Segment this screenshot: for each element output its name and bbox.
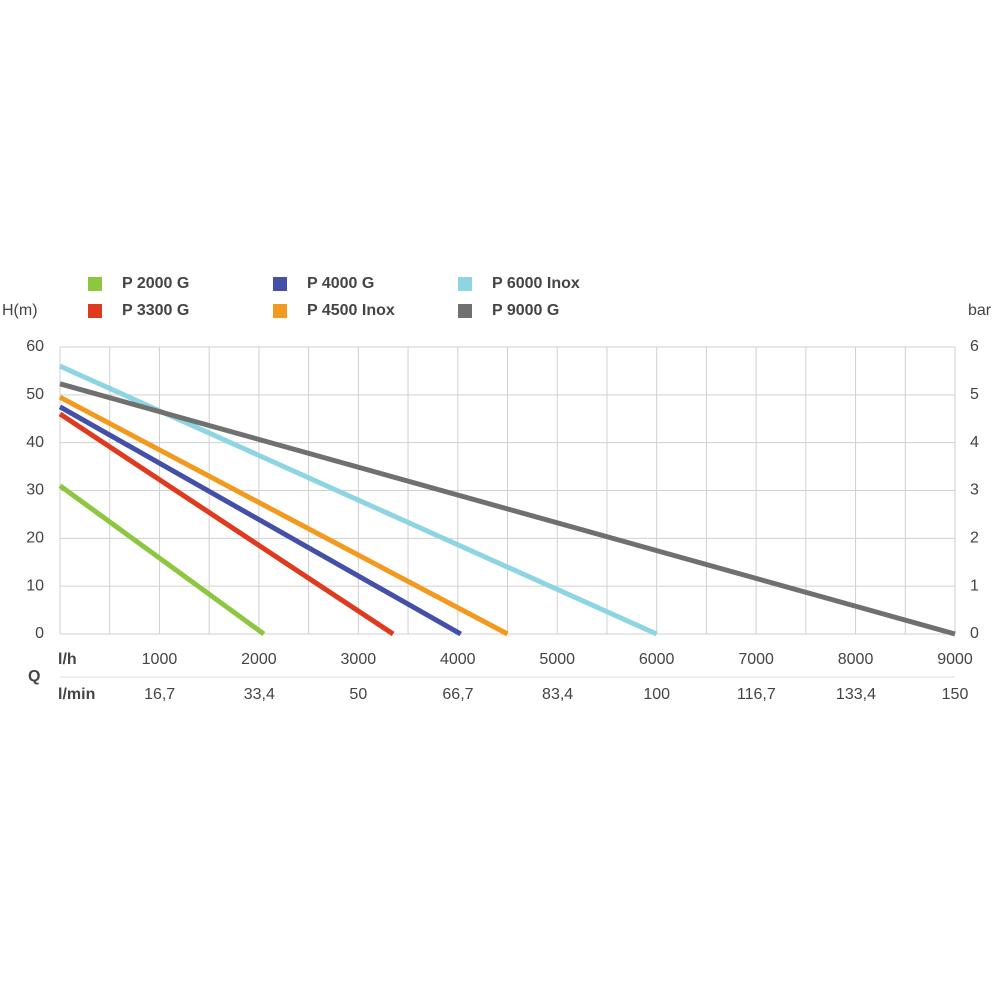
y2-tick-label: 0	[970, 625, 979, 642]
y2-tick-label: 2	[970, 530, 979, 547]
x-tick-label: 3000	[341, 651, 377, 668]
y-tick-label: 40	[26, 434, 44, 451]
x2-tick-label: 116,7	[737, 686, 776, 703]
legend-label: P 4000 G	[307, 275, 374, 292]
q-label: Q	[28, 668, 40, 685]
y2-tick-label: 1	[970, 577, 979, 594]
x-tick-label: 4000	[440, 651, 476, 668]
y2-tick-label: 4	[970, 434, 979, 451]
x-axis-label: l/h	[58, 651, 77, 668]
y-tick-label: 10	[26, 577, 44, 594]
y-axis-label: H(m)	[2, 302, 38, 319]
x2-tick-label: 133,4	[836, 686, 876, 703]
x2-tick-label: 33,4	[244, 686, 275, 703]
legend-label: P 2000 G	[122, 275, 189, 292]
series-line	[59, 381, 956, 637]
legend-swatch	[88, 277, 102, 291]
x-tick-label: 9000	[937, 651, 973, 668]
x2-tick-label: 50	[349, 686, 367, 703]
legend-swatch	[458, 304, 472, 318]
x-tick-label: 1000	[142, 651, 178, 668]
x2-axis-label: l/min	[58, 686, 95, 703]
x2-tick-label: 100	[643, 686, 670, 703]
y2-tick-label: 6	[970, 338, 979, 355]
y-tick-label: 30	[26, 482, 44, 499]
series-line	[58, 395, 509, 637]
x-tick-label: 6000	[639, 651, 675, 668]
series-line	[58, 411, 395, 637]
y-tick-label: 50	[26, 386, 44, 403]
y2-tick-label: 5	[970, 386, 979, 403]
legend-label: P 3300 G	[122, 302, 189, 319]
x2-tick-label: 150	[942, 686, 969, 703]
x-tick-label: 7000	[738, 651, 774, 668]
legend-swatch	[273, 304, 287, 318]
series-line	[58, 483, 266, 637]
y-tick-label: 20	[26, 530, 44, 547]
legend-swatch	[458, 277, 472, 291]
legend-label: P 6000 Inox	[492, 275, 580, 292]
y-tick-label: 0	[35, 625, 44, 642]
legend-label: P 9000 G	[492, 302, 559, 319]
x-tick-label: 5000	[539, 651, 575, 668]
legend-swatch	[273, 277, 287, 291]
series-line	[58, 404, 462, 637]
legend-swatch	[88, 304, 102, 318]
y2-axis-label: bar	[968, 302, 992, 319]
x2-tick-label: 83,4	[542, 686, 573, 703]
x-tick-label: 8000	[838, 651, 874, 668]
x-tick-label: 2000	[241, 651, 277, 668]
x2-tick-label: 66,7	[442, 686, 473, 703]
x2-tick-label: 16,7	[144, 686, 175, 703]
y-tick-label: 60	[26, 338, 44, 355]
legend-label: P 4500 Inox	[307, 302, 395, 319]
y2-tick-label: 3	[970, 482, 979, 499]
